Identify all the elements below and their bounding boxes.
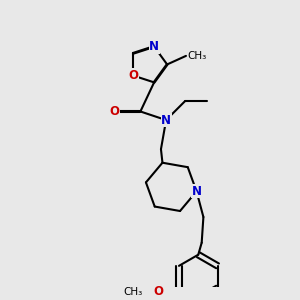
Text: N: N [191, 185, 202, 198]
Text: CH₃: CH₃ [124, 286, 143, 296]
Text: O: O [153, 285, 164, 298]
Text: O: O [110, 105, 120, 118]
Text: CH₃: CH₃ [188, 51, 207, 61]
Text: O: O [128, 69, 138, 82]
Text: N: N [149, 40, 159, 53]
Text: N: N [161, 114, 171, 127]
